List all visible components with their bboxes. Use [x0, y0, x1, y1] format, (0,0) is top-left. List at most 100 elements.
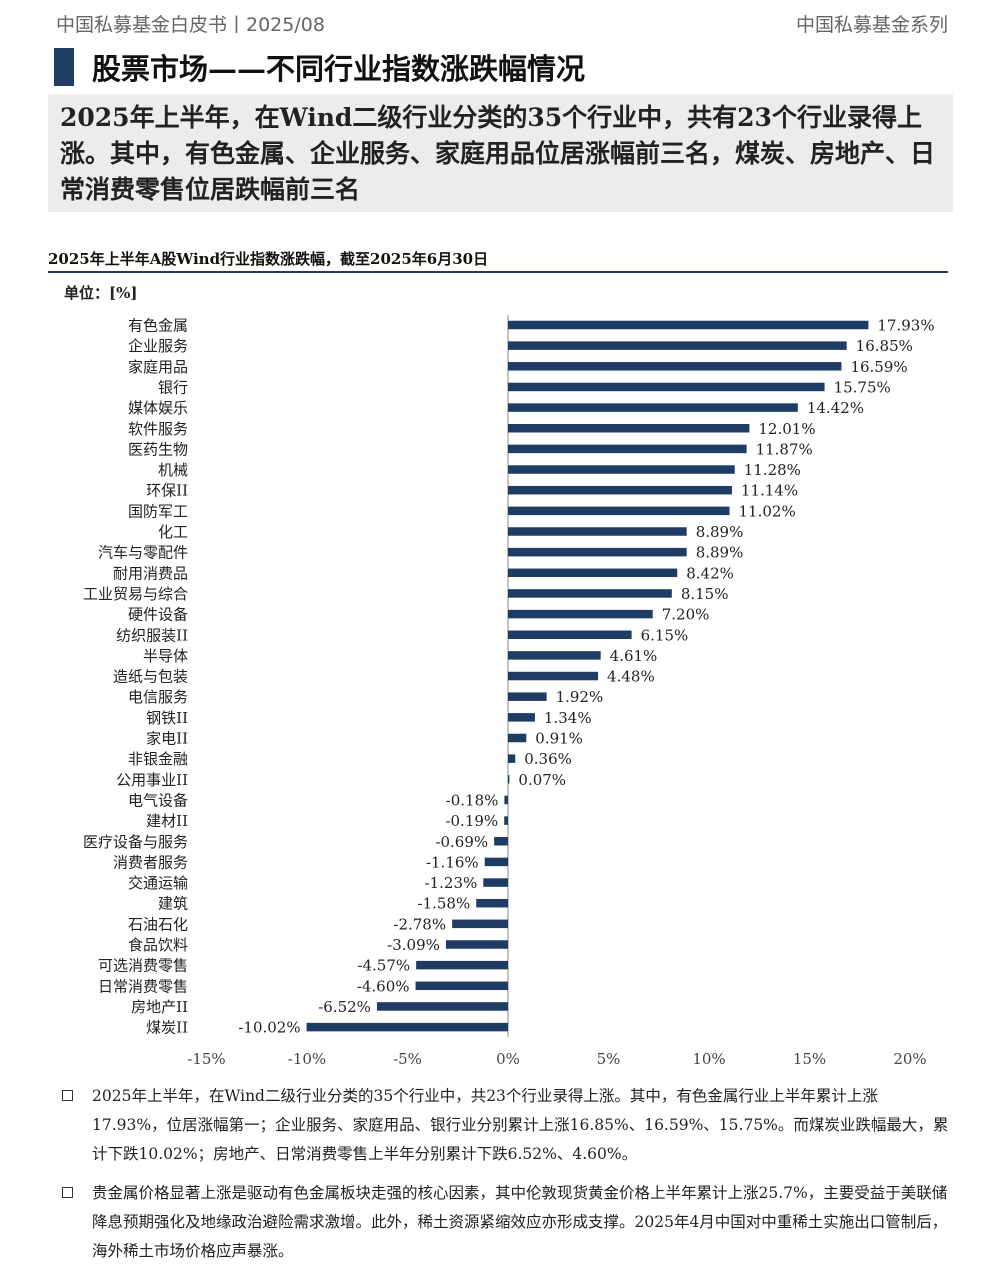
- page-title: 股票市场——不同行业指数涨跌幅情况: [92, 52, 586, 86]
- data-label: 6.15%: [641, 626, 689, 644]
- bar: [445, 940, 508, 949]
- report-header-title: 中国私募基金白皮书丨2025/08: [56, 14, 325, 36]
- bar: [504, 795, 508, 805]
- bar: [508, 568, 678, 578]
- data-label: 0.91%: [535, 730, 583, 748]
- bar: [508, 754, 516, 763]
- data-label: 15.75%: [834, 378, 891, 396]
- bar: [508, 775, 510, 784]
- category-label: 有色金属: [128, 317, 188, 335]
- data-label: 0.36%: [524, 750, 572, 768]
- data-label: -0.19%: [445, 812, 498, 830]
- data-label: 16.59%: [850, 358, 907, 376]
- bar: [508, 671, 599, 681]
- bar: [508, 403, 798, 412]
- bar: [508, 424, 750, 433]
- data-label: -0.69%: [435, 833, 488, 851]
- data-label: -1.58%: [418, 895, 471, 913]
- data-label: -6.52%: [318, 998, 371, 1016]
- data-label: -0.18%: [446, 791, 499, 809]
- data-label: 4.48%: [607, 668, 655, 686]
- bar: [508, 733, 527, 743]
- data-label: 4.61%: [610, 647, 658, 665]
- data-label: -1.23%: [425, 874, 478, 892]
- bar: [508, 692, 547, 701]
- category-label: 化工: [158, 523, 188, 541]
- summary-box: 2025年上半年，在Wind二级行业分类的35个行业中，共有23个行业录得上涨。…: [48, 94, 953, 212]
- bar: [483, 878, 508, 887]
- category-label: 国防军工: [128, 502, 188, 520]
- category-label: 纺织服装II: [116, 626, 188, 644]
- x-tick-label: 5%: [597, 1050, 621, 1068]
- category-label: 医药生物: [128, 440, 188, 458]
- category-label: 建筑: [158, 895, 188, 913]
- data-label: -4.57%: [357, 957, 410, 975]
- title-accent-bar: [54, 48, 74, 86]
- category-label: 机械: [158, 461, 188, 479]
- bar: [416, 960, 508, 970]
- category-label: 医疗设备与服务: [83, 833, 188, 851]
- data-label: 8.15%: [681, 585, 729, 603]
- bar: [508, 506, 730, 516]
- category-label: 家庭用品: [128, 358, 188, 376]
- bar: [508, 485, 732, 495]
- category-label: 软件服务: [128, 420, 188, 438]
- x-tick-label: 20%: [893, 1050, 926, 1068]
- data-label: 11.02%: [739, 502, 796, 520]
- category-label: 银行: [158, 378, 188, 396]
- unit-label: 单位：[%]: [64, 284, 138, 302]
- category-label: 公用事业II: [116, 771, 188, 789]
- bar: [508, 589, 672, 598]
- category-label: 半导体: [143, 647, 188, 665]
- data-label: 11.14%: [741, 482, 798, 500]
- x-tick-label: 0%: [496, 1050, 520, 1068]
- category-label: 电信服务: [128, 688, 188, 706]
- bar: [508, 465, 735, 474]
- report-series-name: 中国私募基金系列: [795, 14, 948, 36]
- category-label: 造纸与包装: [113, 668, 188, 686]
- category-label: 日常消费零售: [98, 977, 188, 995]
- data-label: -4.60%: [357, 977, 410, 995]
- category-label: 汽车与零配件: [98, 544, 188, 562]
- category-label: 耐用消费品: [113, 564, 188, 582]
- data-label: 0.07%: [518, 771, 566, 789]
- x-tick-label: 10%: [692, 1050, 725, 1068]
- category-label: 建材II: [146, 812, 188, 830]
- bullet-item: 2025年上半年，在Wind二级行业分类的35个行业中，共23个行业录得上涨。其…: [62, 1082, 952, 1169]
- checkbox-bullet-icon: [62, 1090, 73, 1101]
- bar: [484, 857, 508, 867]
- category-label: 可选消费零售: [98, 957, 188, 975]
- category-label: 钢铁II: [146, 709, 188, 727]
- data-label: -1.16%: [426, 853, 479, 871]
- chart-title: 2025年上半年A股Wind行业指数涨跌幅，截至2025年6月30日: [48, 250, 489, 268]
- data-label: 7.20%: [662, 606, 710, 624]
- category-label: 媒体娱乐: [128, 399, 188, 417]
- category-label: 家电II: [146, 730, 188, 748]
- data-label: -2.78%: [393, 915, 446, 933]
- data-label: 8.89%: [696, 544, 744, 562]
- bar: [508, 527, 687, 536]
- bar: [476, 898, 508, 908]
- bar: [508, 547, 687, 557]
- data-label: 8.89%: [696, 523, 744, 541]
- data-label: 17.93%: [877, 317, 934, 335]
- checkbox-bullet-icon: [62, 1187, 73, 1198]
- bar: [494, 837, 508, 846]
- category-label: 电气设备: [128, 791, 188, 809]
- data-label: -3.09%: [387, 936, 440, 954]
- bar: [452, 919, 508, 929]
- bar: [508, 320, 869, 330]
- x-tick-label: -5%: [393, 1050, 422, 1068]
- bar-chart: 有色金属 17.93% 企业服务 16.85% 家庭用品 16.59% 银行 15.75% 媒体…: [83, 315, 935, 1068]
- bar: [306, 1022, 508, 1032]
- data-label: 11.28%: [744, 461, 801, 479]
- bar: [508, 609, 653, 619]
- category-label: 石油石化: [128, 915, 188, 933]
- bullet-text: 贵金属价格显著上涨是驱动有色金属板块走强的核心因素，其中伦敦现货黄金价格上半年累…: [92, 1184, 948, 1260]
- category-label: 房地产II: [131, 998, 188, 1016]
- data-label: 11.87%: [756, 440, 813, 458]
- bar: [508, 651, 601, 660]
- bar: [508, 341, 847, 350]
- category-label: 煤炭II: [146, 1019, 188, 1037]
- data-label: 1.34%: [544, 709, 592, 727]
